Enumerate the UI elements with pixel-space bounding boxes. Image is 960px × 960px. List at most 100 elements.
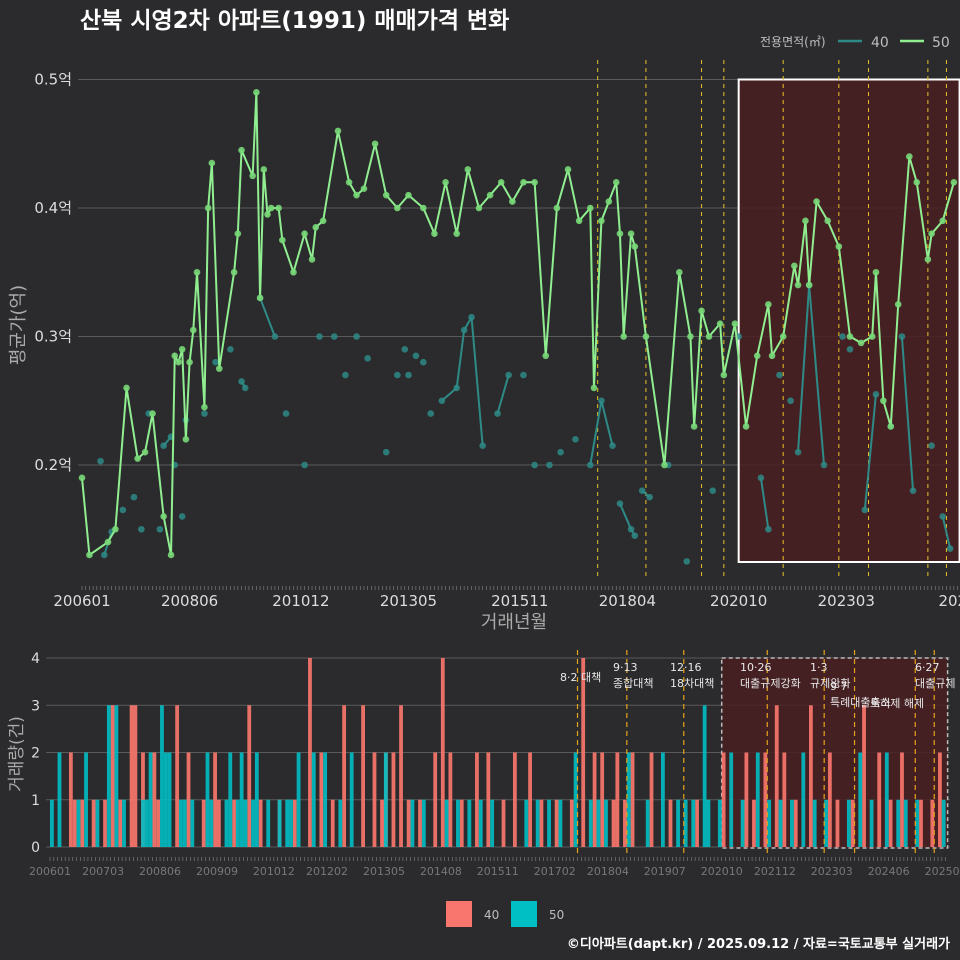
bar-50 <box>144 799 149 847</box>
series-40-point <box>382 448 390 456</box>
bar-40 <box>110 705 115 847</box>
bar-50 <box>702 705 707 847</box>
series-50-point <box>872 268 880 276</box>
series-50-point <box>939 217 947 225</box>
series-50-point <box>687 333 694 340</box>
series-40-point <box>794 448 802 456</box>
series-40-point <box>420 358 427 366</box>
chart-title: 산북 시영2차 아파트(1991) 매매가격 변화 <box>80 8 509 34</box>
x-tick-label: 201305 <box>380 592 437 610</box>
series-50-point <box>765 301 772 308</box>
series-50-point <box>605 198 613 205</box>
bar-50 <box>141 799 145 847</box>
bar-40 <box>752 799 756 847</box>
bar-50 <box>95 799 100 847</box>
bar-40 <box>380 799 384 847</box>
bar-50 <box>106 705 111 847</box>
bar-50 <box>228 752 233 847</box>
series-40-point <box>946 545 954 552</box>
bar-50 <box>456 799 460 847</box>
x-tick-label: 201202 <box>306 865 348 878</box>
series-50-point <box>267 204 275 212</box>
bar-40 <box>528 752 532 847</box>
series-40-point <box>820 461 828 469</box>
bar-50 <box>209 799 214 847</box>
series-50-point <box>824 217 832 225</box>
series-50-point <box>913 179 921 186</box>
series-50-point <box>705 333 713 340</box>
series-50-point <box>642 333 650 340</box>
y-tick-label: 2 <box>31 746 40 762</box>
bar-50 <box>148 752 153 847</box>
bar-40 <box>201 799 206 847</box>
series-40-point <box>100 551 108 559</box>
legend-label-50: 50 <box>932 35 950 51</box>
bar-50 <box>660 752 665 847</box>
x-tick-label: 201408 <box>420 865 462 878</box>
series-40-line <box>589 400 603 466</box>
bar-50 <box>76 799 81 847</box>
series-50-point <box>868 333 876 340</box>
series-40-point <box>330 333 338 340</box>
series-50-point <box>442 179 449 186</box>
series-40-point <box>939 513 947 520</box>
series-50-point <box>312 223 320 231</box>
bar-40 <box>630 752 635 847</box>
series-50-point <box>134 455 141 462</box>
series-50-point <box>598 217 605 225</box>
series-40-point <box>364 355 371 362</box>
bar-50 <box>478 799 483 847</box>
series-40-point <box>609 442 616 450</box>
series-50-point <box>846 333 854 340</box>
bar-50 <box>114 705 119 847</box>
series-50-point <box>279 236 286 244</box>
series-50-point <box>720 371 728 379</box>
series-50-point <box>887 423 895 430</box>
series-50-point <box>215 365 223 372</box>
legend-bar-swatch-40 <box>446 901 472 927</box>
bar-50 <box>296 752 301 847</box>
series-40-line <box>941 516 952 549</box>
bar-50 <box>50 799 54 847</box>
series-40-point <box>301 461 308 469</box>
series-40-point <box>138 525 145 533</box>
series-50-point <box>208 159 216 167</box>
bar-40 <box>372 752 377 847</box>
series-40-point <box>316 333 323 340</box>
series-40-point <box>201 410 208 417</box>
x-axis-title: 거래년월 <box>481 612 547 633</box>
series-40-point <box>909 487 917 495</box>
bar-50 <box>717 799 722 847</box>
bar-40 <box>850 799 855 847</box>
series-50-point <box>698 307 705 315</box>
bar-50 <box>869 799 874 847</box>
series-40-point <box>683 558 691 565</box>
series-50-point <box>753 352 761 360</box>
bar-50 <box>896 799 901 847</box>
policy-annotation: 토허제 해제 <box>870 696 924 710</box>
bar-40 <box>319 752 324 847</box>
series-40-point <box>119 506 127 514</box>
series-40-point <box>757 474 765 482</box>
series-40-point <box>572 436 579 443</box>
bar-40 <box>330 799 335 847</box>
bar-50 <box>289 799 293 847</box>
bar-40 <box>448 752 453 847</box>
highlight-region <box>737 78 960 563</box>
x-tick-label: 202303 <box>811 865 853 878</box>
series-40-point <box>479 442 486 450</box>
bar-50 <box>122 799 126 847</box>
series-40-line <box>496 374 510 414</box>
bar-50 <box>558 799 563 847</box>
bar-50 <box>205 752 210 847</box>
bar-40 <box>308 658 312 847</box>
policy-annotation: 대출규제강화 <box>740 677 801 690</box>
bar-40 <box>399 705 403 847</box>
bar-50 <box>604 799 608 847</box>
bar-40 <box>862 705 866 847</box>
series-50-point <box>420 204 427 212</box>
series-50-point <box>857 339 865 347</box>
bar-50 <box>903 799 908 847</box>
bar-50 <box>626 752 631 847</box>
bar-40 <box>835 799 840 847</box>
